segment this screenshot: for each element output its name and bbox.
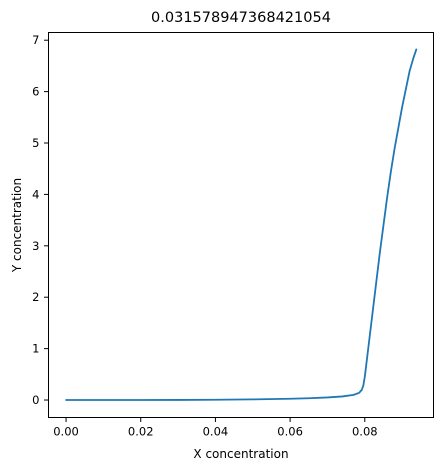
- y-tick-label: 4: [32, 187, 39, 201]
- x-tick-label: 0.04: [203, 425, 229, 439]
- x-tick-label: 0.08: [352, 425, 378, 439]
- x-tick-label: 0.02: [128, 425, 154, 439]
- y-tick-label: 1: [32, 342, 39, 356]
- y-tick-label: 5: [32, 136, 39, 150]
- series-line: [65, 48, 418, 401]
- y-tick-label: 6: [32, 85, 39, 99]
- y-tick-label: 7: [32, 33, 39, 47]
- chart-title: 0.031578947368421054: [151, 10, 331, 26]
- x-axis-ticks: 0.00 0.02 0.04 0.06 0.08: [53, 417, 378, 439]
- y-tick-label: 0: [32, 393, 39, 407]
- y-axis-ticks: 0 1 2 3 4 5 6 7: [32, 33, 49, 407]
- x-tick-label: 0.06: [277, 425, 303, 439]
- series-group: [65, 48, 418, 401]
- y-axis-label: Y concentration: [10, 178, 24, 273]
- y-tick-label: 3: [32, 239, 39, 253]
- x-axis-label: X concentration: [193, 447, 288, 461]
- y-tick-label: 2: [32, 290, 39, 304]
- x-tick-label: 0.00: [53, 425, 79, 439]
- plot-area-frame: [48, 32, 434, 418]
